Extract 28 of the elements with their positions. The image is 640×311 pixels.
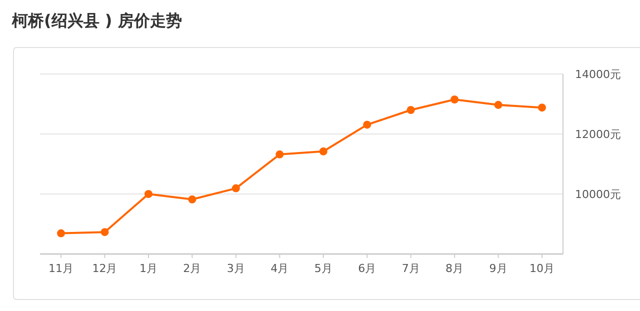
y-tick-label: 12000元 bbox=[575, 128, 621, 141]
point bbox=[538, 104, 546, 112]
x-tick-label: 12月 bbox=[92, 262, 118, 275]
x-tick-label: 11月 bbox=[48, 262, 74, 275]
title: 柯桥(绍兴县 ) 房价走势 bbox=[12, 11, 182, 30]
point bbox=[450, 96, 459, 104]
point bbox=[57, 229, 65, 238]
point bbox=[406, 106, 415, 114]
x-tick-label: 9月 bbox=[489, 262, 508, 275]
point bbox=[100, 228, 109, 236]
point bbox=[232, 184, 240, 192]
point bbox=[188, 195, 196, 204]
point bbox=[319, 147, 328, 156]
point bbox=[276, 150, 284, 158]
x-tick-label: 3月 bbox=[226, 262, 245, 275]
x-tick-label: 7月 bbox=[402, 262, 420, 275]
point bbox=[144, 190, 152, 198]
x-tick-label: 8月 bbox=[446, 262, 464, 275]
point bbox=[494, 100, 502, 109]
y-tick-label: 14000元 bbox=[575, 68, 621, 81]
x-tick-label: 4月 bbox=[270, 262, 289, 275]
x-tick-label: 6月 bbox=[358, 262, 376, 275]
x-tick-label: 5月 bbox=[314, 262, 332, 275]
x-tick-label: 1月 bbox=[139, 262, 158, 275]
point bbox=[363, 120, 372, 129]
y-tick-label: 10000元 bbox=[575, 188, 621, 201]
x-tick-label: 2月 bbox=[183, 262, 202, 275]
x-tick-label: 10月 bbox=[530, 262, 554, 275]
